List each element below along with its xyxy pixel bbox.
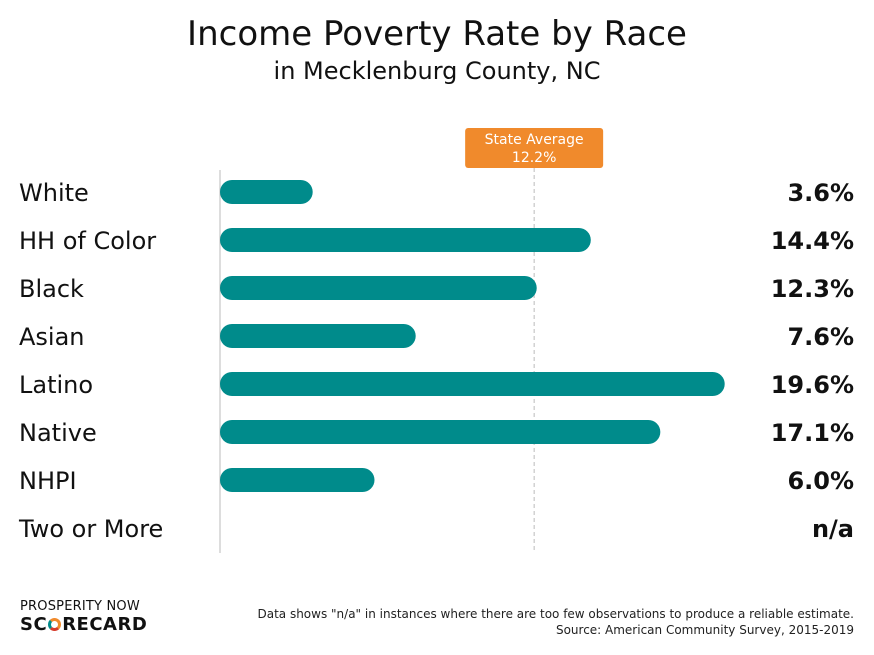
prosperity-now-logo: PROSPERITY NOW SC RECARD [20,599,150,635]
value-label-two-or-more: n/a [812,515,854,543]
state-average-callout: State Average 12.2% [465,128,604,168]
category-label-white: White [19,179,89,207]
bar-hh-of-color [220,228,591,252]
chart-title: Income Poverty Rate by Race [187,14,687,54]
category-label-hh-of-color: HH of Color [19,227,156,255]
category-label-two-or-more: Two or More [18,515,163,543]
footnote-source: Source: American Community Survey, 2015-… [555,623,854,637]
state-average-label: State Average [485,132,584,148]
value-label-native: 17.1% [771,419,854,447]
bar-latino [220,372,725,396]
logo-bottom-text: SC RECARD [20,615,150,635]
footnote: Data shows "n/a" in instances where ther… [257,606,854,638]
category-label-latino: Latino [19,371,93,399]
bar-chart: State Average 12.2% White 3.6% HH of Color… [18,128,854,553]
logo-top-text: PROSPERITY NOW [20,599,140,614]
value-label-hh-of-color: 14.4% [771,227,854,255]
category-label-black: Black [19,275,84,303]
bar-black [220,276,537,300]
footnote-note: Data shows "n/a" in instances where ther… [257,607,854,621]
bar-nhpi [220,468,375,492]
logo-bottom-part-1: SC [20,614,48,635]
bar-native [220,420,661,444]
category-label-nhpi: NHPI [19,467,77,495]
value-label-asian: 7.6% [787,323,854,351]
chart-subtitle: in Mecklenburg County, NC [273,57,601,85]
value-label-latino: 19.6% [771,371,854,399]
value-label-white: 3.6% [787,179,854,207]
state-average-value: 12.2% [512,150,556,166]
scorecard-o-icon [48,618,62,631]
logo-bottom-part-2: RECARD [62,614,148,635]
value-label-nhpi: 6.0% [787,467,854,495]
category-label-asian: Asian [19,323,85,351]
bar-asian [220,324,416,348]
state-average-box [465,128,604,168]
bars-group: White 3.6% HH of Color 14.4% Black 12.3% Asian… [18,179,854,543]
bar-white [220,180,313,204]
value-label-black: 12.3% [771,275,854,303]
category-label-native: Native [19,419,97,447]
